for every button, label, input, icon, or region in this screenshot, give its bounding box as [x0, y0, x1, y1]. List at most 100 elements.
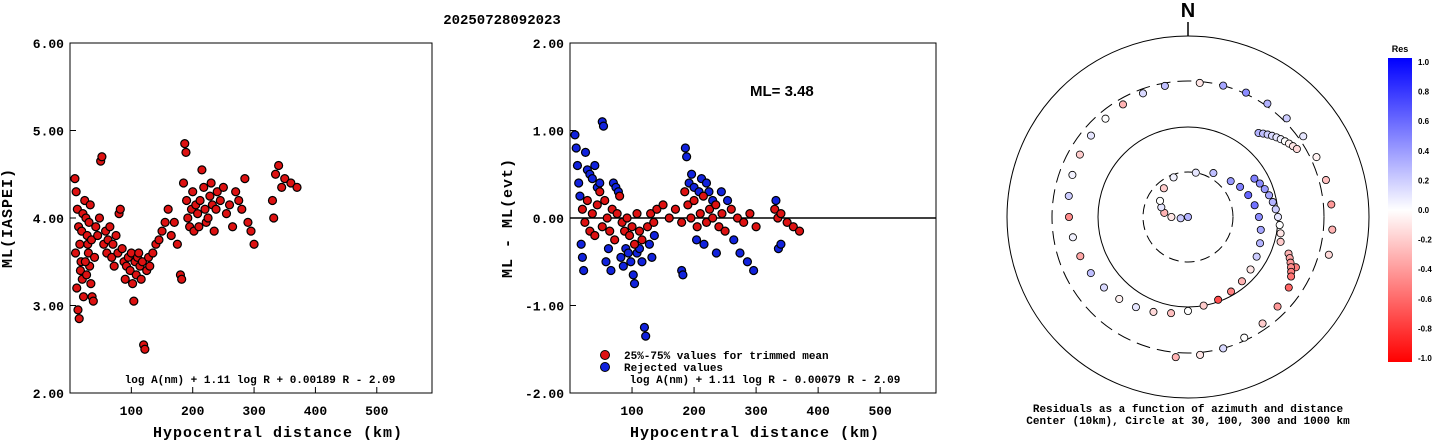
station-residual-point [1184, 212, 1193, 221]
y-tick-label: -1.00 [525, 300, 564, 315]
rejected-point [729, 235, 739, 245]
data-point [286, 178, 296, 188]
rejected-point [572, 160, 583, 171]
data-point [180, 139, 190, 149]
kept-point [739, 217, 749, 227]
formula-label: log A(nm) + 1.11 log R + 0.00189 R - 2.0… [125, 375, 396, 387]
kept-point [776, 209, 786, 219]
x-tick-label: 500 [365, 404, 389, 419]
data-point [197, 165, 207, 175]
data-point [127, 279, 138, 289]
station-residual-point [1167, 309, 1176, 318]
kept-point [622, 213, 632, 223]
kept-point [595, 187, 605, 197]
rejected-point [579, 265, 589, 276]
colorbar-tick-label: 0.8 [1418, 88, 1430, 97]
y-tick-label: 6.00 [33, 37, 64, 52]
rejected-point [716, 187, 726, 197]
data-point [231, 187, 241, 197]
colorbar-tick-label: 0.0 [1418, 206, 1430, 215]
formula-label: log A(nm) + 1.11 log R - 0.00079 R - 2.0… [630, 375, 901, 387]
station-residual-point [1227, 287, 1236, 296]
station-residual-point [1246, 265, 1255, 274]
station-residual-point [1209, 169, 1218, 178]
kept-point [627, 222, 637, 232]
kept-point [592, 200, 602, 210]
data-point [71, 187, 81, 197]
station-residual-point [1250, 174, 1259, 183]
station-residual-point [1068, 233, 1077, 242]
kept-point [590, 230, 600, 241]
kept-point [782, 217, 792, 227]
caption-line-1: Residuals as a function of azimuth and d… [1033, 404, 1344, 416]
data-point [75, 265, 86, 276]
figure-title: 20250728092023 [443, 13, 561, 29]
kept-point [689, 195, 699, 206]
kept-point [658, 200, 668, 210]
y-tick-label: 2.00 [33, 387, 64, 402]
rejected-point [626, 257, 636, 267]
kept-point [602, 213, 612, 223]
data-point [73, 305, 83, 315]
station-residual-point [1241, 88, 1250, 97]
data-point [292, 182, 302, 192]
station-residual-point [1184, 306, 1193, 315]
data-point [280, 174, 290, 184]
station-residual-point [1099, 283, 1108, 292]
colorbar [1388, 58, 1412, 362]
rejected-point [722, 195, 733, 206]
station-residual-point [1068, 170, 1077, 179]
kept-point [794, 226, 805, 236]
colorbar-tick-label: -1.0 [1418, 354, 1432, 363]
rejected-point [623, 248, 633, 258]
rejected-point [603, 244, 614, 254]
x-tick-label: 300 [744, 404, 768, 419]
kept-point [624, 230, 635, 241]
data-point [107, 252, 117, 262]
station-residual-point [1195, 78, 1204, 87]
data-point [163, 204, 173, 214]
data-point [157, 226, 167, 236]
data-point [206, 178, 216, 188]
kept-point [605, 226, 615, 236]
data-point [154, 235, 164, 245]
station-residual-point [1258, 319, 1267, 328]
station-residual-point [1237, 277, 1246, 286]
station-residual-point [1275, 221, 1284, 230]
ml-value-label: ML= 3.48 [750, 83, 814, 100]
station-residual-point [1236, 182, 1245, 191]
station-residual-point [1328, 225, 1337, 234]
data-point [221, 209, 232, 219]
rejected-point [678, 270, 688, 280]
x-tick-label: 200 [181, 404, 205, 419]
kept-point [711, 200, 721, 210]
station-residual-point [1265, 191, 1274, 200]
azimuth-residual-map: N Residuals as a function of azimuth and… [1006, 0, 1432, 428]
rejected-point [639, 322, 650, 332]
x-tick-label: 500 [868, 404, 892, 419]
rejected-point [574, 178, 584, 188]
data-point [209, 226, 219, 236]
kept-point [717, 209, 727, 219]
station-residual-point [1131, 303, 1140, 312]
data-point [227, 222, 238, 232]
kept-point [695, 209, 705, 219]
rejected-point [629, 279, 640, 289]
data-point [115, 204, 125, 214]
kept-point [580, 217, 590, 227]
station-residual-point [1299, 132, 1308, 141]
data-point [249, 239, 259, 249]
data-point [97, 152, 107, 162]
station-residual-point [1284, 283, 1293, 292]
kept-point [600, 195, 610, 206]
station-residual-point [1255, 179, 1264, 188]
station-residual-point [1321, 176, 1330, 185]
kept-point [726, 204, 736, 214]
data-point [84, 217, 94, 227]
data-point [243, 217, 253, 227]
y-tick-label: 1.00 [533, 125, 564, 140]
y-tick-label: 4.00 [33, 212, 64, 227]
rejected-point [637, 257, 647, 267]
kept-point [577, 204, 588, 214]
station-residual-point [1274, 212, 1283, 221]
